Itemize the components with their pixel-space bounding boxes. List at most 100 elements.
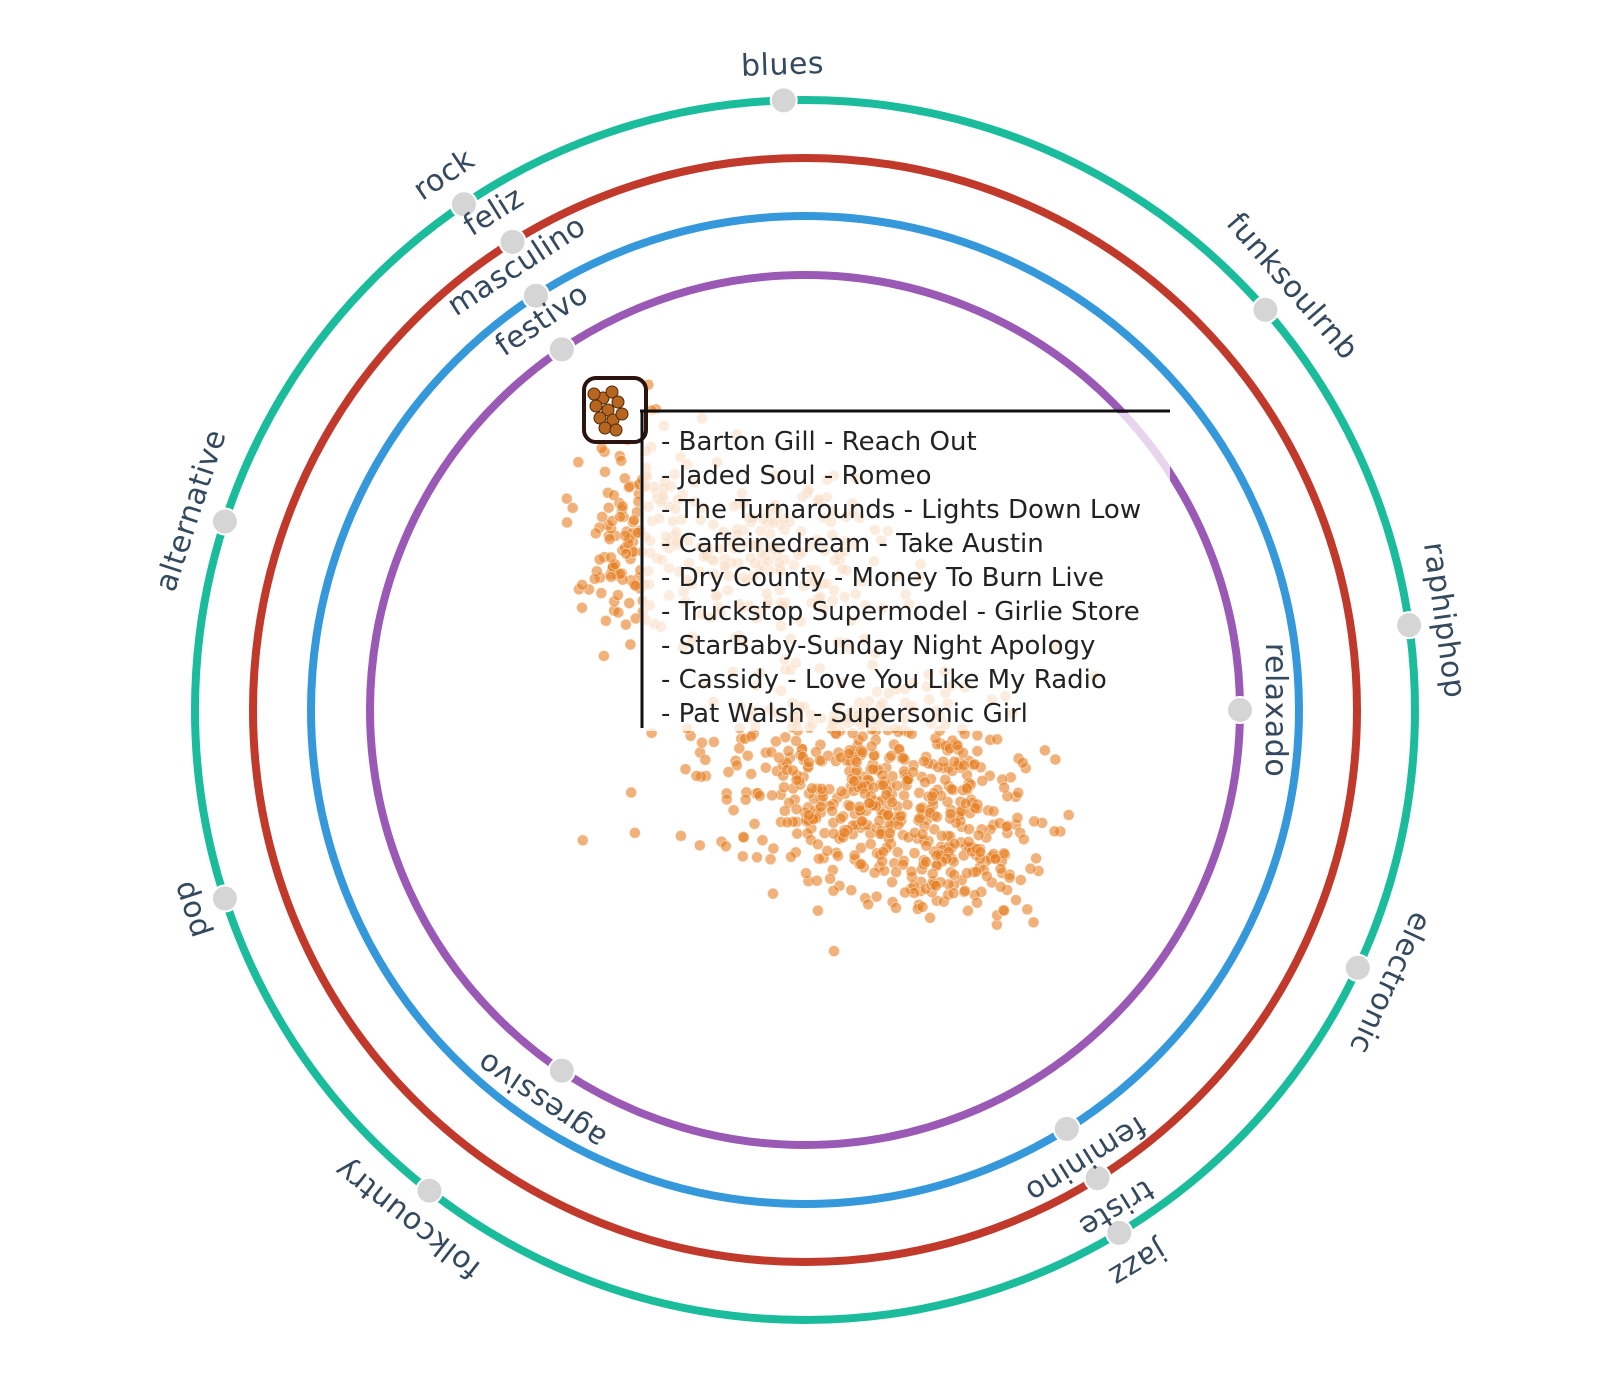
data-point[interactable] <box>812 904 824 917</box>
data-point[interactable] <box>890 866 902 879</box>
anchor-handle-jazz[interactable] <box>1105 1218 1134 1247</box>
data-point[interactable] <box>828 945 840 957</box>
anchor-handle-relaxado[interactable] <box>1226 696 1254 724</box>
data-point[interactable] <box>628 514 640 527</box>
data-point[interactable] <box>863 797 876 809</box>
data-point[interactable] <box>989 853 1002 865</box>
data-point[interactable] <box>945 783 958 796</box>
brush-selection[interactable] <box>582 376 648 444</box>
data-point[interactable] <box>623 481 635 494</box>
anchor-handle-alternative[interactable] <box>210 507 239 536</box>
data-point[interactable] <box>790 803 803 816</box>
data-point[interactable] <box>778 781 790 794</box>
data-point[interactable] <box>1021 903 1034 916</box>
data-point[interactable] <box>919 776 931 789</box>
data-point[interactable] <box>991 733 1004 746</box>
data-point[interactable] <box>968 758 981 771</box>
data-point[interactable] <box>727 804 740 817</box>
data-point[interactable] <box>981 870 993 883</box>
data-point[interactable] <box>623 597 636 609</box>
data-point[interactable] <box>971 745 984 757</box>
data-point[interactable] <box>920 856 932 868</box>
selected-point[interactable] <box>587 387 601 401</box>
data-point[interactable] <box>806 782 818 795</box>
data-point[interactable] <box>931 811 943 823</box>
data-point[interactable] <box>886 876 898 888</box>
data-point[interactable] <box>821 845 834 857</box>
data-point[interactable] <box>629 579 642 592</box>
data-point[interactable] <box>815 800 827 813</box>
data-point[interactable] <box>926 790 938 803</box>
data-point[interactable] <box>947 887 960 900</box>
data-point[interactable] <box>616 500 629 513</box>
data-point[interactable] <box>1016 756 1029 769</box>
data-point[interactable] <box>850 756 863 768</box>
data-point[interactable] <box>926 867 939 880</box>
data-point[interactable] <box>916 901 929 913</box>
data-point[interactable] <box>720 793 733 806</box>
data-point[interactable] <box>864 838 877 850</box>
data-point[interactable] <box>897 858 909 871</box>
data-point[interactable] <box>976 774 989 787</box>
data-point[interactable] <box>766 789 778 802</box>
data-point[interactable] <box>696 736 708 749</box>
data-point[interactable] <box>602 501 615 514</box>
data-point[interactable] <box>853 800 866 813</box>
data-point[interactable] <box>753 790 766 802</box>
data-point[interactable] <box>731 759 743 772</box>
data-point[interactable] <box>576 579 589 591</box>
data-point[interactable] <box>598 650 610 662</box>
data-point[interactable] <box>876 855 889 868</box>
selected-point[interactable] <box>589 399 603 413</box>
selected-point[interactable] <box>611 395 625 409</box>
anchor-handle-festivo[interactable] <box>547 335 576 364</box>
data-point[interactable] <box>588 573 601 585</box>
data-point[interactable] <box>962 836 975 848</box>
data-point[interactable] <box>891 846 904 859</box>
data-point[interactable] <box>624 638 637 651</box>
data-point[interactable] <box>629 612 642 625</box>
data-point[interactable] <box>790 735 802 747</box>
data-point[interactable] <box>939 773 952 786</box>
data-point[interactable] <box>745 730 758 743</box>
anchor-handle-funksoulrnb[interactable] <box>1251 295 1280 324</box>
data-point[interactable] <box>971 896 983 909</box>
data-point[interactable] <box>708 736 720 748</box>
data-point[interactable] <box>994 862 1007 875</box>
data-point[interactable] <box>1010 894 1022 906</box>
data-point[interactable] <box>867 763 879 776</box>
data-point[interactable] <box>907 766 920 778</box>
data-point[interactable] <box>781 816 794 829</box>
anchor-handle-folkcountry[interactable] <box>415 1176 444 1205</box>
data-point[interactable] <box>619 529 631 542</box>
data-point[interactable] <box>759 761 772 774</box>
data-point[interactable] <box>699 754 712 766</box>
data-point[interactable] <box>959 885 971 897</box>
data-point[interactable] <box>994 881 1007 893</box>
data-point[interactable] <box>998 781 1011 794</box>
data-point[interactable] <box>845 884 858 897</box>
data-point[interactable] <box>612 606 625 619</box>
data-point[interactable] <box>566 501 579 514</box>
data-point[interactable] <box>589 527 602 540</box>
data-point[interactable] <box>920 839 933 852</box>
selected-point[interactable] <box>609 423 623 437</box>
data-point[interactable] <box>894 810 907 823</box>
data-point[interactable] <box>848 775 860 788</box>
data-point[interactable] <box>961 867 973 879</box>
data-point[interactable] <box>593 553 606 566</box>
data-point[interactable] <box>855 815 868 828</box>
data-point[interactable] <box>935 830 948 842</box>
data-point[interactable] <box>767 887 779 900</box>
data-point[interactable] <box>812 838 824 851</box>
data-point[interactable] <box>885 749 898 762</box>
data-point[interactable] <box>930 879 942 892</box>
data-point[interactable] <box>741 749 754 762</box>
data-point[interactable] <box>855 858 868 870</box>
data-point[interactable] <box>576 834 589 847</box>
data-point[interactable] <box>972 829 985 841</box>
selected-point[interactable] <box>598 421 612 435</box>
data-point[interactable] <box>865 740 878 753</box>
data-point[interactable] <box>948 868 960 881</box>
data-point[interactable] <box>811 874 823 887</box>
